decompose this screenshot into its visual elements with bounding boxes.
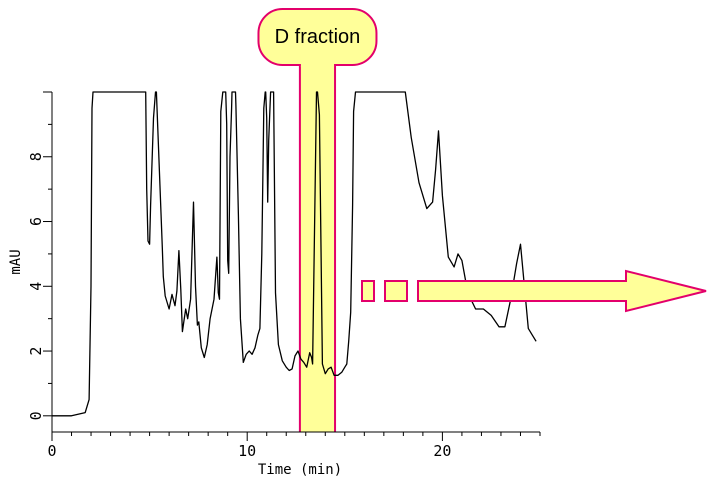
y-tick-label: 2	[27, 347, 45, 356]
x-axis-title: Time (min)	[258, 462, 342, 478]
arrow-body	[417, 269, 707, 313]
arrow-dash-2	[384, 280, 408, 302]
arrow-annotation	[361, 269, 707, 313]
y-tick-label: 4	[27, 282, 45, 291]
d-fraction-highlight: D fraction	[257, 8, 378, 432]
d-fraction-band	[299, 62, 336, 432]
d-fraction-badge-joint	[300, 55, 335, 67]
chromatogram-trace	[52, 91, 537, 417]
arrow-dash-1	[361, 280, 375, 302]
x-tick-label: 0	[47, 442, 56, 460]
y-axis-title: mAU	[8, 249, 24, 274]
y-tick-label: 6	[27, 217, 45, 226]
axes	[51, 92, 540, 433]
x-tick-label: 20	[433, 442, 451, 460]
tick-layer: 0 10 20 0 2 4 6 8	[27, 91, 541, 460]
trace-layer	[52, 91, 537, 417]
y-tick-label: 8	[27, 152, 45, 161]
d-fraction-label: D fraction	[275, 26, 361, 48]
x-tick-label: 10	[238, 442, 256, 460]
y-tick-label: 0	[27, 411, 45, 420]
